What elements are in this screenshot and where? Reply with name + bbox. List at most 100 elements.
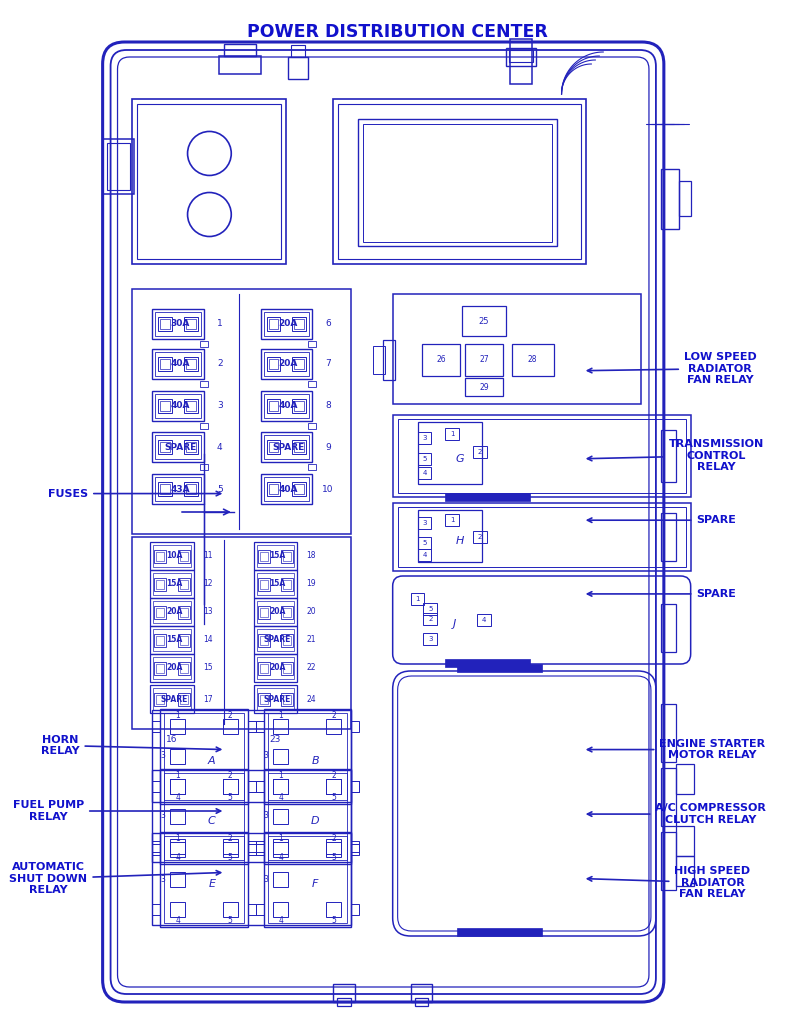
Bar <box>267 836 347 923</box>
Text: 40A: 40A <box>170 401 190 411</box>
Bar <box>132 537 351 729</box>
Bar <box>260 349 312 379</box>
Text: 3: 3 <box>428 636 433 642</box>
Bar <box>161 484 170 494</box>
Text: E: E <box>208 879 215 889</box>
Bar <box>153 573 191 595</box>
Bar <box>510 39 532 84</box>
Bar <box>660 513 676 561</box>
Bar <box>186 319 196 329</box>
Bar <box>338 104 581 259</box>
Text: 6: 6 <box>325 319 331 329</box>
Bar <box>107 143 131 190</box>
Bar <box>263 312 309 336</box>
Bar <box>155 394 201 418</box>
Bar <box>263 435 309 459</box>
Bar <box>256 545 294 567</box>
Bar <box>248 721 255 731</box>
Bar <box>282 693 293 706</box>
Text: F: F <box>312 879 319 889</box>
Bar <box>263 352 309 376</box>
Bar <box>157 664 165 673</box>
Bar <box>254 598 297 626</box>
Text: AUTOMATIC
SHUT DOWN
RELAY: AUTOMATIC SHUT DOWN RELAY <box>9 862 221 895</box>
Text: 2: 2 <box>228 834 233 843</box>
Bar <box>294 359 305 369</box>
Text: SPARE: SPARE <box>588 515 736 525</box>
Text: 40A: 40A <box>278 484 298 494</box>
Bar <box>268 484 278 494</box>
Bar <box>274 778 289 794</box>
Bar <box>283 608 291 617</box>
Bar <box>660 430 676 482</box>
Bar <box>423 603 437 615</box>
Text: 15: 15 <box>203 664 213 673</box>
Bar <box>256 688 294 710</box>
Text: 19: 19 <box>306 580 316 589</box>
Bar <box>255 780 263 792</box>
Bar <box>351 780 359 792</box>
Text: HIGH SPEED
RADIATOR
FAN RELAY: HIGH SPEED RADIATOR FAN RELAY <box>588 866 751 899</box>
Text: 29: 29 <box>479 383 489 391</box>
Bar <box>153 474 204 504</box>
Bar <box>154 606 166 618</box>
Bar <box>161 442 170 452</box>
Bar <box>293 440 306 454</box>
Bar <box>267 399 281 413</box>
Bar <box>200 341 208 347</box>
Bar <box>676 856 694 886</box>
Text: FUEL PUMP
RELAY: FUEL PUMP RELAY <box>13 800 221 822</box>
Text: 22: 22 <box>306 664 316 673</box>
Bar <box>326 719 341 733</box>
Text: 3: 3 <box>217 401 223 411</box>
Bar <box>223 842 238 856</box>
Bar <box>274 901 289 916</box>
Bar <box>178 606 190 618</box>
Text: B: B <box>312 756 319 766</box>
Text: 10: 10 <box>323 484 334 494</box>
Bar <box>158 357 172 371</box>
Bar <box>158 482 172 496</box>
Text: 28: 28 <box>528 355 538 365</box>
Bar <box>170 778 185 794</box>
Bar <box>263 768 351 863</box>
Bar <box>283 636 291 645</box>
Bar <box>259 552 267 561</box>
Bar <box>258 634 270 647</box>
Bar <box>422 344 460 376</box>
Text: H: H <box>456 536 464 546</box>
Text: 2: 2 <box>331 834 336 843</box>
Text: 40A: 40A <box>278 401 298 411</box>
Text: 5: 5 <box>217 484 223 494</box>
Bar <box>457 928 542 936</box>
Bar <box>268 442 278 452</box>
Text: 2: 2 <box>217 359 222 369</box>
Bar <box>153 349 204 379</box>
Bar <box>157 695 165 705</box>
Bar <box>326 901 341 916</box>
Bar <box>268 319 278 329</box>
Text: 3: 3 <box>422 435 426 441</box>
Bar <box>308 423 316 429</box>
Bar <box>260 309 312 339</box>
Bar <box>418 432 431 444</box>
Bar <box>351 903 359 914</box>
Text: 5: 5 <box>331 916 336 925</box>
Bar <box>274 749 289 764</box>
Bar <box>153 770 351 862</box>
Bar <box>293 399 306 413</box>
Bar <box>184 440 198 454</box>
Bar <box>256 573 294 595</box>
Bar <box>260 474 312 504</box>
Text: 20A: 20A <box>269 607 286 616</box>
Bar <box>180 636 188 645</box>
Bar <box>267 357 281 371</box>
Bar <box>258 606 270 618</box>
Text: 43A: 43A <box>170 484 190 494</box>
Bar <box>283 664 291 673</box>
Bar <box>155 352 201 376</box>
Bar <box>418 537 431 549</box>
Text: 5: 5 <box>228 853 233 862</box>
Bar <box>248 780 255 792</box>
Bar <box>153 391 204 421</box>
